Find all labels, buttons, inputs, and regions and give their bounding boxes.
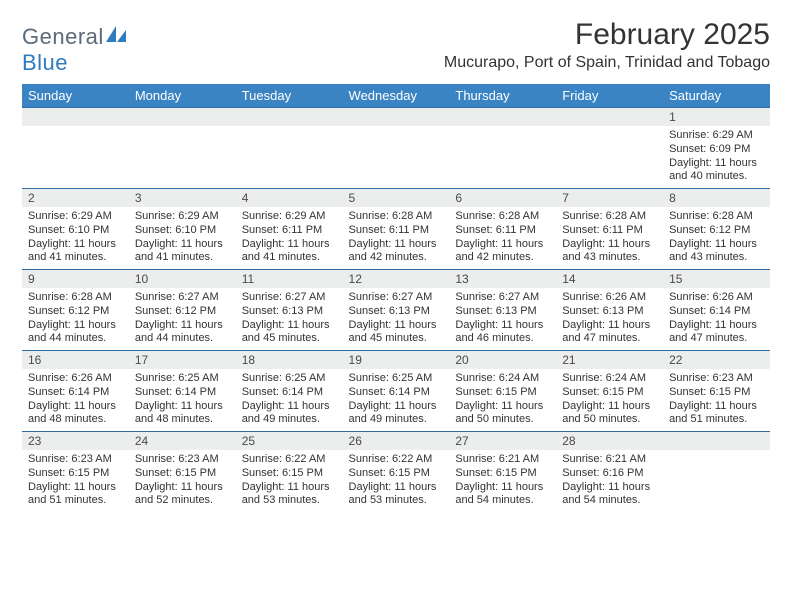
day-content: Sunrise: 6:29 AMSunset: 6:09 PMDaylight:… xyxy=(663,126,770,188)
day-content: Sunrise: 6:26 AMSunset: 6:14 PMDaylight:… xyxy=(22,369,129,431)
day-number: 10 xyxy=(129,270,236,288)
day-content: Sunrise: 6:27 AMSunset: 6:13 PMDaylight:… xyxy=(449,288,556,350)
day-number: 4 xyxy=(236,189,343,207)
day-number: 19 xyxy=(343,351,450,369)
weekday-header: Wednesday xyxy=(343,84,450,108)
day-content: Sunrise: 6:23 AMSunset: 6:15 PMDaylight:… xyxy=(22,450,129,512)
day-content: Sunrise: 6:27 AMSunset: 6:13 PMDaylight:… xyxy=(236,288,343,350)
day-content: Sunrise: 6:28 AMSunset: 6:12 PMDaylight:… xyxy=(22,288,129,350)
day-content: Sunrise: 6:28 AMSunset: 6:12 PMDaylight:… xyxy=(663,207,770,269)
day-number: 24 xyxy=(129,432,236,450)
day-number: 13 xyxy=(449,270,556,288)
day-content xyxy=(236,126,343,184)
day-content: Sunrise: 6:27 AMSunset: 6:12 PMDaylight:… xyxy=(129,288,236,350)
day-number: 21 xyxy=(556,351,663,369)
day-number: 5 xyxy=(343,189,450,207)
month-title: February 2025 xyxy=(444,18,770,52)
day-number: 16 xyxy=(22,351,129,369)
weekday-header: Monday xyxy=(129,84,236,108)
day-number: 11 xyxy=(236,270,343,288)
day-content: Sunrise: 6:23 AMSunset: 6:15 PMDaylight:… xyxy=(663,369,770,431)
day-number: 2 xyxy=(22,189,129,207)
day-content: Sunrise: 6:25 AMSunset: 6:14 PMDaylight:… xyxy=(343,369,450,431)
calendar-table: SundayMondayTuesdayWednesdayThursdayFrid… xyxy=(22,84,770,512)
day-number xyxy=(236,108,343,126)
day-content xyxy=(343,126,450,184)
day-content: Sunrise: 6:25 AMSunset: 6:14 PMDaylight:… xyxy=(129,369,236,431)
day-number: 15 xyxy=(663,270,770,288)
calendar-header: SundayMondayTuesdayWednesdayThursdayFrid… xyxy=(22,84,770,108)
day-number: 20 xyxy=(449,351,556,369)
day-number: 8 xyxy=(663,189,770,207)
brand-word2: Blue xyxy=(22,50,68,75)
title-block: February 2025 Mucurapo, Port of Spain, T… xyxy=(444,18,770,82)
day-number: 18 xyxy=(236,351,343,369)
day-number xyxy=(22,108,129,126)
day-content: Sunrise: 6:21 AMSunset: 6:16 PMDaylight:… xyxy=(556,450,663,512)
brand-text: GeneralBlue xyxy=(22,24,128,76)
sail-icon xyxy=(106,24,128,50)
weekday-header: Sunday xyxy=(22,84,129,108)
day-number: 12 xyxy=(343,270,450,288)
day-content: Sunrise: 6:21 AMSunset: 6:15 PMDaylight:… xyxy=(449,450,556,512)
day-number: 1 xyxy=(663,108,770,126)
header-row: GeneralBlue February 2025 Mucurapo, Port… xyxy=(22,18,770,82)
day-content xyxy=(129,126,236,184)
brand-logo: GeneralBlue xyxy=(22,24,128,76)
weekday-header: Friday xyxy=(556,84,663,108)
calendar-page: GeneralBlue February 2025 Mucurapo, Port… xyxy=(0,0,792,512)
weekday-header: Saturday xyxy=(663,84,770,108)
day-content: Sunrise: 6:28 AMSunset: 6:11 PMDaylight:… xyxy=(343,207,450,269)
day-number xyxy=(663,432,770,450)
calendar-body: 1Sunrise: 6:29 AMSunset: 6:09 PMDaylight… xyxy=(22,108,770,513)
day-content: Sunrise: 6:26 AMSunset: 6:14 PMDaylight:… xyxy=(663,288,770,350)
day-content: Sunrise: 6:24 AMSunset: 6:15 PMDaylight:… xyxy=(556,369,663,431)
day-content xyxy=(663,450,770,508)
day-number: 9 xyxy=(22,270,129,288)
day-content: Sunrise: 6:29 AMSunset: 6:10 PMDaylight:… xyxy=(22,207,129,269)
day-number xyxy=(449,108,556,126)
day-number: 6 xyxy=(449,189,556,207)
day-number xyxy=(343,108,450,126)
day-content: Sunrise: 6:28 AMSunset: 6:11 PMDaylight:… xyxy=(556,207,663,269)
day-number: 25 xyxy=(236,432,343,450)
day-number: 14 xyxy=(556,270,663,288)
brand-word1: General xyxy=(22,24,104,49)
day-content: Sunrise: 6:29 AMSunset: 6:11 PMDaylight:… xyxy=(236,207,343,269)
day-number: 23 xyxy=(22,432,129,450)
day-content: Sunrise: 6:22 AMSunset: 6:15 PMDaylight:… xyxy=(343,450,450,512)
day-content: Sunrise: 6:27 AMSunset: 6:13 PMDaylight:… xyxy=(343,288,450,350)
day-content: Sunrise: 6:26 AMSunset: 6:13 PMDaylight:… xyxy=(556,288,663,350)
day-number: 27 xyxy=(449,432,556,450)
location-subtitle: Mucurapo, Port of Spain, Trinidad and To… xyxy=(444,54,770,72)
day-content: Sunrise: 6:23 AMSunset: 6:15 PMDaylight:… xyxy=(129,450,236,512)
weekday-header: Tuesday xyxy=(236,84,343,108)
day-number: 26 xyxy=(343,432,450,450)
day-number: 7 xyxy=(556,189,663,207)
day-content: Sunrise: 6:24 AMSunset: 6:15 PMDaylight:… xyxy=(449,369,556,431)
day-content: Sunrise: 6:25 AMSunset: 6:14 PMDaylight:… xyxy=(236,369,343,431)
day-number: 17 xyxy=(129,351,236,369)
day-content: Sunrise: 6:28 AMSunset: 6:11 PMDaylight:… xyxy=(449,207,556,269)
weekday-header: Thursday xyxy=(449,84,556,108)
day-number xyxy=(556,108,663,126)
day-content xyxy=(22,126,129,184)
day-content: Sunrise: 6:29 AMSunset: 6:10 PMDaylight:… xyxy=(129,207,236,269)
day-content xyxy=(449,126,556,184)
day-number: 28 xyxy=(556,432,663,450)
day-number: 22 xyxy=(663,351,770,369)
day-number: 3 xyxy=(129,189,236,207)
day-number xyxy=(129,108,236,126)
day-content xyxy=(556,126,663,184)
day-content: Sunrise: 6:22 AMSunset: 6:15 PMDaylight:… xyxy=(236,450,343,512)
